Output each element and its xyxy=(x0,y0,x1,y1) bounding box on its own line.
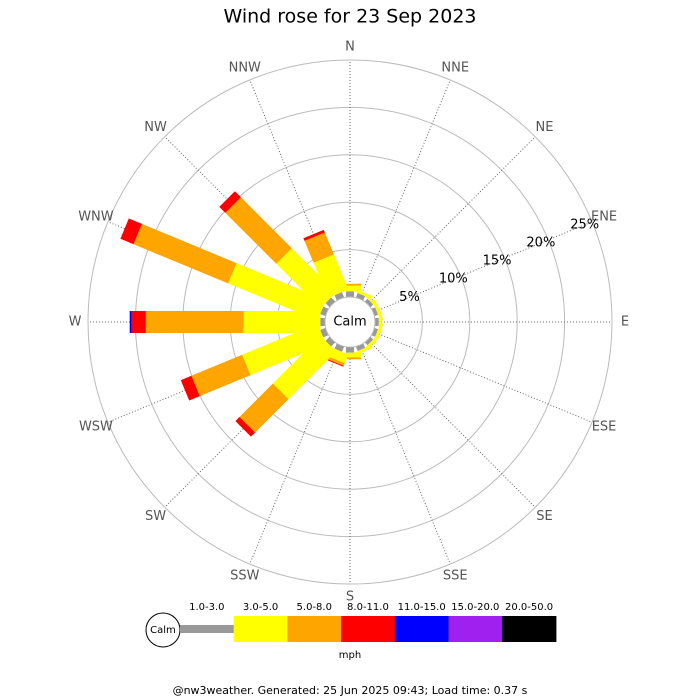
spoke xyxy=(367,339,536,508)
ring-label: 25% xyxy=(570,217,599,232)
wind-bar xyxy=(325,336,336,347)
wind-bar xyxy=(303,229,325,241)
legend-swatch xyxy=(394,616,449,642)
wind-bar xyxy=(191,354,251,397)
wind-bar xyxy=(145,311,244,333)
wind-bar xyxy=(276,248,337,309)
legend-swatch xyxy=(502,616,557,642)
wind-bar xyxy=(225,197,292,264)
direction-label: ENE xyxy=(591,209,617,224)
direction-label: S xyxy=(346,590,354,605)
wind-bar xyxy=(371,327,379,337)
wind-bar xyxy=(242,323,326,376)
ring-label: 10% xyxy=(439,272,468,287)
direction-label: NNE xyxy=(441,60,469,75)
ring-label: 20% xyxy=(526,235,555,250)
legend-swatch xyxy=(341,616,396,642)
legend-calm-label: Calm xyxy=(150,625,176,636)
ring-label: 15% xyxy=(483,254,512,269)
direction-label: WNW xyxy=(78,209,114,224)
chart-title: Wind rose for 23 Sep 2023 xyxy=(223,6,476,28)
legend-units: mph xyxy=(339,650,361,661)
wind-bar xyxy=(235,417,255,437)
wind-bar xyxy=(325,297,336,308)
wind-bar xyxy=(371,307,379,317)
direction-label: SE xyxy=(536,509,552,524)
wind-bar xyxy=(375,318,379,326)
wind-bar xyxy=(313,254,349,298)
wind-bar xyxy=(323,357,344,367)
ring-label: 5% xyxy=(399,290,420,305)
wind-bar xyxy=(129,311,132,333)
wind-bar xyxy=(131,311,146,333)
legend-label: 11.0-15.0 xyxy=(398,602,446,613)
wind-bar xyxy=(364,298,374,308)
direction-label: ESE xyxy=(592,420,617,435)
wind-bar xyxy=(346,347,354,353)
footer: @nw3weather. Generated: 25 Jun 2025 09:4… xyxy=(173,684,528,697)
wind-bar xyxy=(239,383,289,433)
spoke xyxy=(359,79,451,300)
direction-label: E xyxy=(621,315,629,330)
legend-swatch xyxy=(448,616,503,642)
direction-label: W xyxy=(69,315,82,330)
wind-bar xyxy=(180,375,200,401)
legend-label: 3.0-5.0 xyxy=(243,602,278,613)
ring xyxy=(87,59,613,585)
direction-label: SW xyxy=(145,509,166,524)
wind-bar xyxy=(355,343,366,351)
spoke xyxy=(249,344,341,565)
wind-bar xyxy=(346,291,354,297)
wind-bar xyxy=(304,232,334,263)
direction-label: NNW xyxy=(229,60,261,75)
wind-bar xyxy=(364,336,374,346)
wind-bar xyxy=(228,263,326,321)
legend-label: 15.0-20.0 xyxy=(451,602,499,613)
wind-bar xyxy=(320,318,325,326)
legend-label: 1.0-3.0 xyxy=(189,602,224,613)
wind-bar xyxy=(243,311,321,333)
wind-bar xyxy=(219,191,241,213)
spoke xyxy=(372,221,593,313)
spoke xyxy=(372,331,593,423)
direction-label: WSW xyxy=(79,420,113,435)
legend-label: 5.0-8.0 xyxy=(297,602,332,613)
calm-circle xyxy=(324,296,376,348)
spoke xyxy=(367,136,536,305)
legend-swatch xyxy=(180,625,236,633)
direction-label: N xyxy=(345,40,355,55)
wind-bar xyxy=(355,293,366,301)
spoke xyxy=(359,344,451,565)
direction-label: NE xyxy=(535,120,553,135)
legend-swatch xyxy=(233,616,288,642)
direction-label: NW xyxy=(144,120,167,135)
direction-label: SSW xyxy=(230,569,260,584)
legend-swatch xyxy=(287,616,342,642)
wind-bar xyxy=(120,218,142,245)
wind-bar xyxy=(272,335,337,400)
direction-label: SSE xyxy=(443,569,468,584)
calm-label: Calm xyxy=(333,315,366,330)
legend-label: 8.0-11.0 xyxy=(347,602,389,613)
wind-bar xyxy=(133,223,237,284)
legend-label: 20.0-50.0 xyxy=(505,602,553,613)
